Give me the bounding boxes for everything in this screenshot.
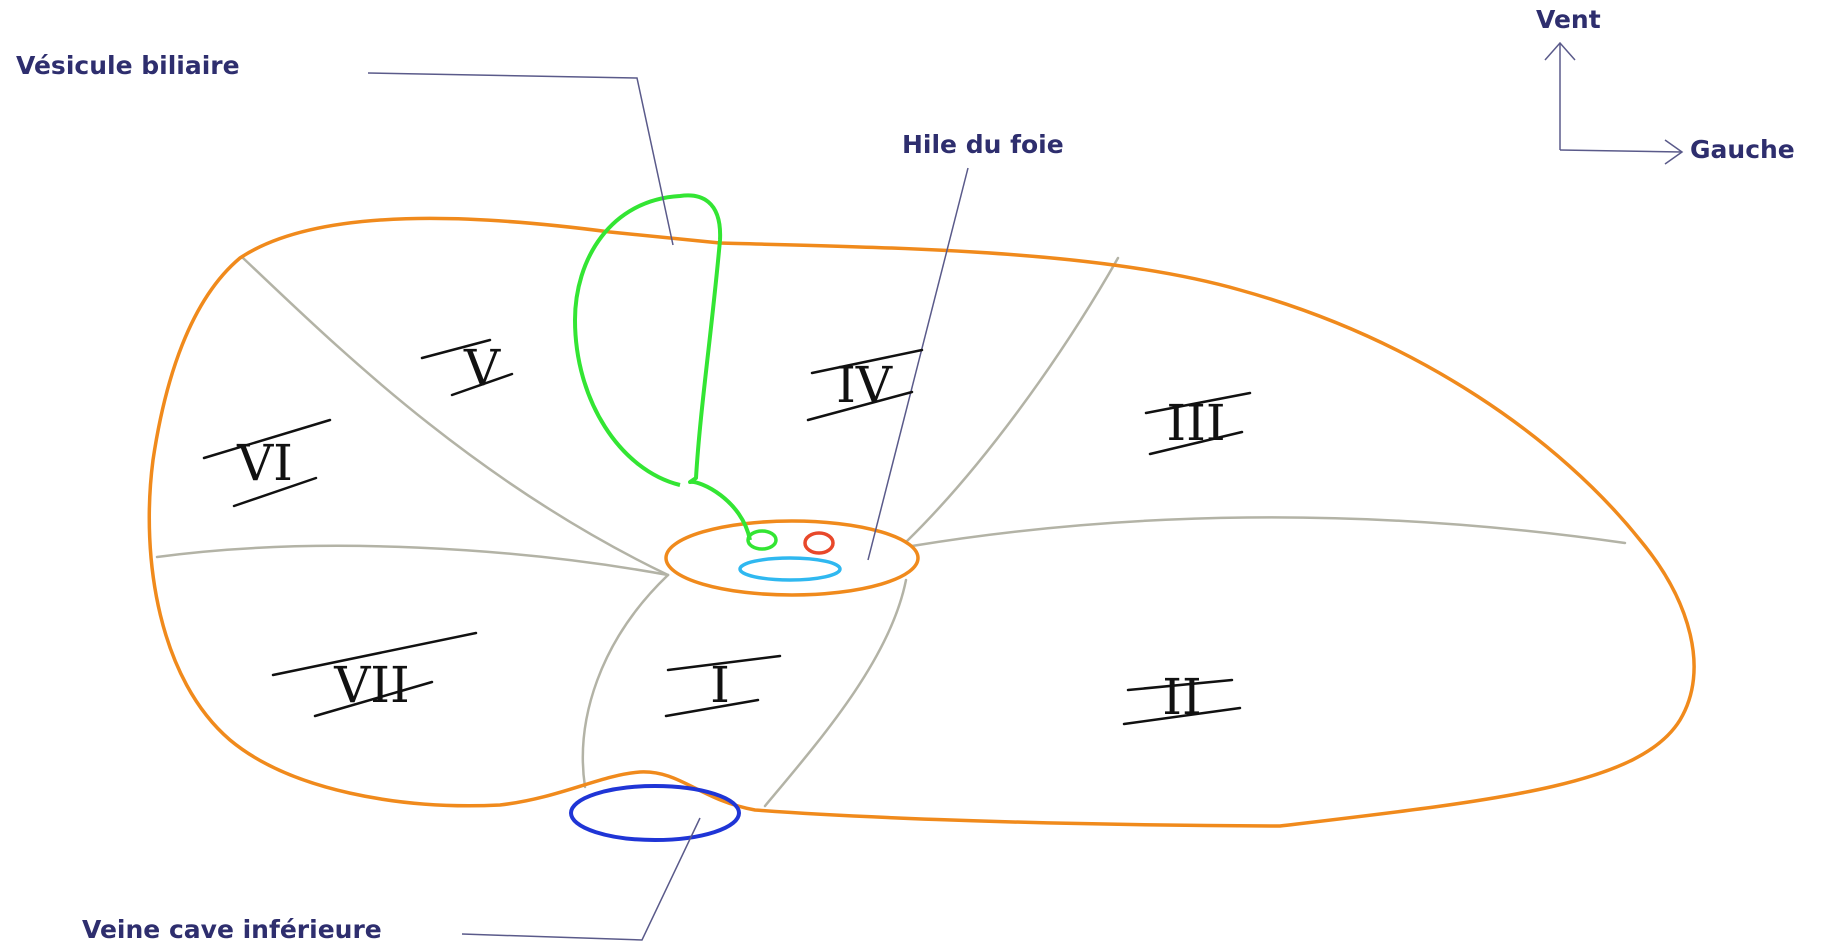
- segment-vii: VII: [333, 656, 410, 714]
- orientation-axes: [1544, 41, 1684, 165]
- label-axis-up: Vent: [1536, 5, 1601, 34]
- boundary-iv-iii: [904, 256, 1120, 544]
- portal-vein: [738, 556, 842, 582]
- segment-iv: IV: [836, 356, 893, 414]
- segment-v: V: [463, 339, 501, 397]
- boundary-vi-vii: [155, 544, 670, 577]
- hilum-oval: [664, 519, 920, 597]
- label-hilum: Hile du foie: [902, 130, 1064, 159]
- label-gallbladder: Vésicule biliaire: [16, 51, 240, 80]
- boundary-iii-ii: [910, 516, 1627, 548]
- axis-up-arrowhead: [1544, 41, 1576, 61]
- leader-hilum: [867, 167, 969, 561]
- segment-numerals: VI V IV III VII I II: [236, 339, 1226, 726]
- inferior-vena-cava: [569, 784, 741, 842]
- segment-i: I: [710, 656, 730, 714]
- bile-duct: [746, 529, 778, 551]
- boundary-vii-i: [581, 573, 670, 789]
- leader-gallbladder: [367, 72, 674, 246]
- segment-boundaries: [155, 256, 1627, 808]
- leader-lines: [367, 72, 969, 941]
- boundary-i-ii: [763, 578, 908, 808]
- segment-iii: III: [1166, 394, 1225, 452]
- leader-ivc: [461, 817, 701, 941]
- segment-vi: VI: [236, 434, 293, 492]
- liver-outline: [147, 216, 1696, 828]
- segment-strokes: [202, 338, 1252, 726]
- axis-right-arrowhead: [1664, 139, 1684, 165]
- label-ivc: Veine cave inférieure: [82, 915, 382, 944]
- hepatic-artery: [803, 531, 835, 555]
- axis-right-line: [1559, 149, 1683, 153]
- boundary-vi-v: [241, 256, 670, 577]
- segment-ii: II: [1162, 668, 1202, 726]
- label-axis-right: Gauche: [1690, 135, 1795, 164]
- gallbladder: [573, 193, 752, 541]
